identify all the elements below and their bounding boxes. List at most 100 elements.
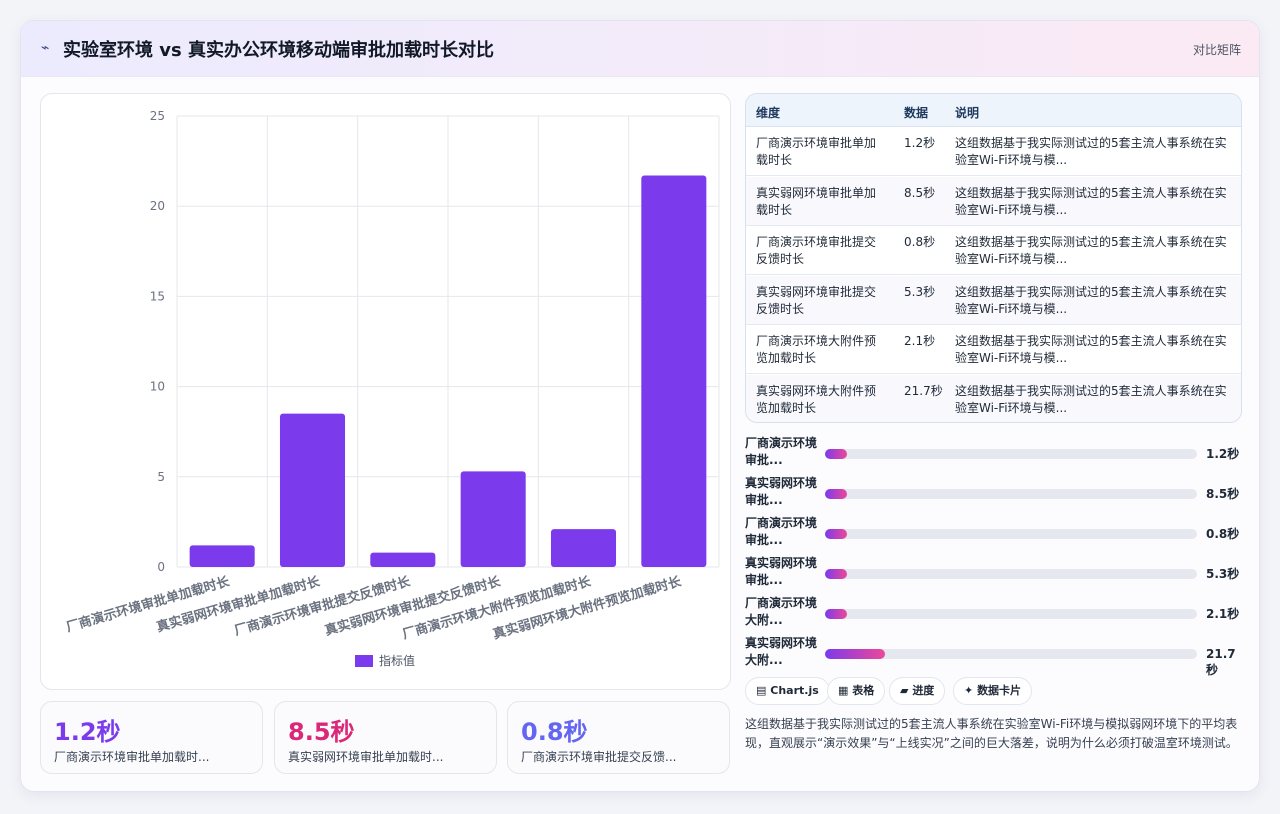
data-table: 维度 数据 说明 厂商演示环境审批单加载时长 1.2秒 这组数据基于我实际测试过的5… bbox=[745, 93, 1242, 423]
y-tick-label: 25 bbox=[150, 109, 165, 123]
table-button[interactable]: ▦ 表格 bbox=[827, 677, 886, 705]
cell-dimension: 真实弱网环境审批提交反馈时长 bbox=[756, 284, 877, 316]
button-label: Chart.js bbox=[770, 684, 819, 697]
table-row: 厂商演示环境审批提交反馈时长 0.8秒 这组数据基于我实际测试过的5套主流人事系统在… bbox=[746, 226, 1241, 275]
progress-track bbox=[825, 649, 1197, 659]
cell-dimension: 厂商演示环境审批单加载时长 bbox=[756, 136, 877, 167]
progress-label: 真实弱网环境审批... bbox=[745, 476, 818, 507]
bar bbox=[641, 175, 707, 568]
progress-fill bbox=[825, 529, 848, 539]
legend-label: 指标值 bbox=[379, 653, 415, 668]
progress-button[interactable]: ▰ 进度 bbox=[889, 677, 946, 705]
header-data: 数据 bbox=[904, 106, 929, 120]
cell-description: 这组数据基于我实际测试过的5套主流人事系统在实验室Wi-Fi环境与模... bbox=[955, 334, 1227, 365]
button-label: 表格 bbox=[852, 684, 875, 697]
bar bbox=[370, 552, 436, 567]
progress-track bbox=[825, 449, 1197, 459]
table-row: 厂商演示环境审批单加载时长 1.2秒 这组数据基于我实际测试过的5套主流人事系统在实… bbox=[746, 127, 1241, 176]
progress-fill bbox=[825, 609, 848, 619]
cell-data: 21.7秒 bbox=[904, 383, 943, 398]
legend-swatch bbox=[355, 655, 373, 667]
progress-fill bbox=[825, 489, 848, 499]
y-tick-label: 10 bbox=[150, 380, 165, 394]
x-tick-label: 厂商演示环境审批单加载时长 bbox=[64, 573, 232, 635]
data-card-button[interactable]: ✦ 数据卡片 bbox=[953, 677, 1033, 705]
progress-row: 真实弱网环境审批... 8.5秒 bbox=[745, 475, 1242, 513]
progress-fill bbox=[825, 649, 885, 659]
progress-label: 厂商演示环境审批... bbox=[745, 436, 818, 467]
table-row: 真实弱网环境大附件预览加载时长 21.7秒 这组数据基于我实际测试过的5套主流人事系… bbox=[746, 374, 1241, 422]
kpi-value: 8.5秒 bbox=[288, 718, 355, 746]
kpi-value: 1.2秒 bbox=[54, 718, 121, 746]
cell-dimension: 厂商演示环境大附件预览加载时长 bbox=[756, 334, 877, 365]
header-description: 说明 bbox=[955, 106, 980, 120]
kpi-label: 真实弱网环境审批单加载时... bbox=[288, 750, 444, 764]
cell-dimension: 真实弱网环境审批单加载时长 bbox=[756, 185, 877, 217]
header-dimension: 维度 bbox=[756, 106, 781, 120]
progress-value: 8.5秒 bbox=[1206, 487, 1240, 501]
progress-value: 0.8秒 bbox=[1206, 527, 1240, 541]
progress-value: 1.2秒 bbox=[1206, 447, 1240, 461]
cell-data: 8.5秒 bbox=[904, 185, 936, 200]
bar bbox=[279, 413, 346, 567]
bar-chart: 0510152025厂商演示环境审批单加载时长真实弱网环境审批单加载时长厂商演示… bbox=[64, 109, 720, 668]
progress-label: 真实弱网环境大附... bbox=[745, 636, 818, 667]
y-tick-label: 0 bbox=[157, 560, 165, 574]
summary-text: 这组数据基于我实际测试过的5套主流人事系统在实验室Wi-Fi环境与模拟弱网环境下… bbox=[745, 717, 1238, 750]
kpi-label: 厂商演示环境审批单加载时... bbox=[54, 750, 210, 764]
progress-track bbox=[825, 569, 1197, 579]
main-card: ⌁ 实验室环境 vs 真实办公环境移动端审批加载时长对比 对比矩阵 0 5 10 15… bbox=[20, 20, 1260, 792]
progress-view-icon: ▰ bbox=[900, 684, 909, 697]
table-row: 厂商演示环境大附件预览加载时长 2.1秒 这组数据基于我实际测试过的5套主流人事系统… bbox=[746, 325, 1241, 374]
chartjs-button[interactable]: ▤ Chart.js bbox=[745, 677, 830, 705]
chart-view-icon: ▤ bbox=[756, 684, 767, 697]
button-label: 数据卡片 bbox=[977, 684, 1022, 697]
cell-dimension: 厂商演示环境审批提交反馈时长 bbox=[756, 235, 877, 266]
progress-row: 厂商演示环境审批... 1.2秒 bbox=[745, 435, 1242, 473]
progress-track bbox=[825, 609, 1197, 619]
cell-description: 这组数据基于我实际测试过的5套主流人事系统在实验室Wi-Fi环境与模... bbox=[955, 383, 1227, 415]
bar bbox=[460, 471, 526, 567]
progress-row: 真实弱网环境审批... 5.3秒 bbox=[745, 555, 1242, 593]
cell-description: 这组数据基于我实际测试过的5套主流人事系统在实验室Wi-Fi环境与模... bbox=[955, 284, 1227, 316]
y-tick-label: 5 bbox=[157, 470, 165, 484]
progress-label: 真实弱网环境审批... bbox=[745, 556, 818, 587]
cell-data: 1.2秒 bbox=[904, 136, 936, 150]
cell-description: 这组数据基于我实际测试过的5套主流人事系统在实验室Wi-Fi环境与模... bbox=[955, 235, 1227, 266]
page-title: 实验室环境 vs 真实办公环境移动端审批加载时长对比 bbox=[63, 40, 494, 61]
y-tick-label: 15 bbox=[150, 289, 165, 303]
progress-label: 厂商演示环境审批... bbox=[745, 516, 818, 547]
kpi-card: 1.2秒 厂商演示环境审批单加载时... bbox=[40, 701, 263, 774]
cell-dimension: 真实弱网环境大附件预览加载时长 bbox=[756, 383, 877, 415]
kpi-label: 厂商演示环境审批提交反馈... bbox=[521, 750, 677, 764]
progress-fill bbox=[825, 569, 848, 579]
sparkle-icon: ✦ bbox=[964, 684, 974, 697]
chart-panel: 0 5 10 15 20 25 厂商演示环境审批单加载时长 真实弱网环境审批单加载时长 厂商演示… bbox=[40, 93, 731, 690]
cell-description: 这组数据基于我实际测试过的5套主流人事系统在实验室Wi-Fi环境与模... bbox=[955, 136, 1227, 167]
cell-data: 2.1秒 bbox=[904, 334, 936, 348]
progress-row: 厂商演示环境大附... 2.1秒 bbox=[745, 595, 1242, 633]
progress-label: 厂商演示环境大附... bbox=[745, 596, 818, 627]
progress-row: 真实弱网环境大附... 21.7秒 bbox=[745, 635, 1242, 677]
table-row: 真实弱网环境审批提交反馈时长 5.3秒 这组数据基于我实际测试过的5套主流人事系统在… bbox=[746, 275, 1241, 325]
cell-data: 0.8秒 bbox=[904, 235, 936, 249]
kpi-card: 0.8秒 厂商演示环境审批提交反馈... bbox=[507, 701, 730, 774]
progress-value: 2.1秒 bbox=[1206, 607, 1240, 621]
bar bbox=[550, 529, 617, 567]
table-row: 真实弱网环境审批单加载时长 8.5秒 这组数据基于我实际测试过的5套主流人事系统在实… bbox=[746, 176, 1241, 226]
header: ⌁ 实验室环境 vs 真实办公环境移动端审批加载时长对比 对比矩阵 bbox=[21, 21, 1259, 77]
progress-value: 21.7秒 bbox=[1206, 647, 1236, 677]
kpi-card: 8.5秒 真实弱网环境审批单加载时... bbox=[274, 701, 497, 774]
view-tag: 对比矩阵 bbox=[1192, 43, 1241, 57]
progress-track bbox=[825, 529, 1197, 539]
table-view-icon: ▦ bbox=[838, 684, 849, 697]
progress-value: 5.3秒 bbox=[1206, 567, 1240, 581]
kpi-value: 0.8秒 bbox=[521, 718, 588, 746]
chart-icon: ⌁ bbox=[41, 40, 50, 56]
progress-track bbox=[825, 489, 1197, 499]
cell-data: 5.3秒 bbox=[904, 284, 936, 299]
button-label: 进度 bbox=[912, 684, 935, 697]
bar bbox=[189, 545, 255, 567]
y-tick-label: 20 bbox=[150, 199, 165, 213]
progress-fill bbox=[825, 449, 848, 459]
